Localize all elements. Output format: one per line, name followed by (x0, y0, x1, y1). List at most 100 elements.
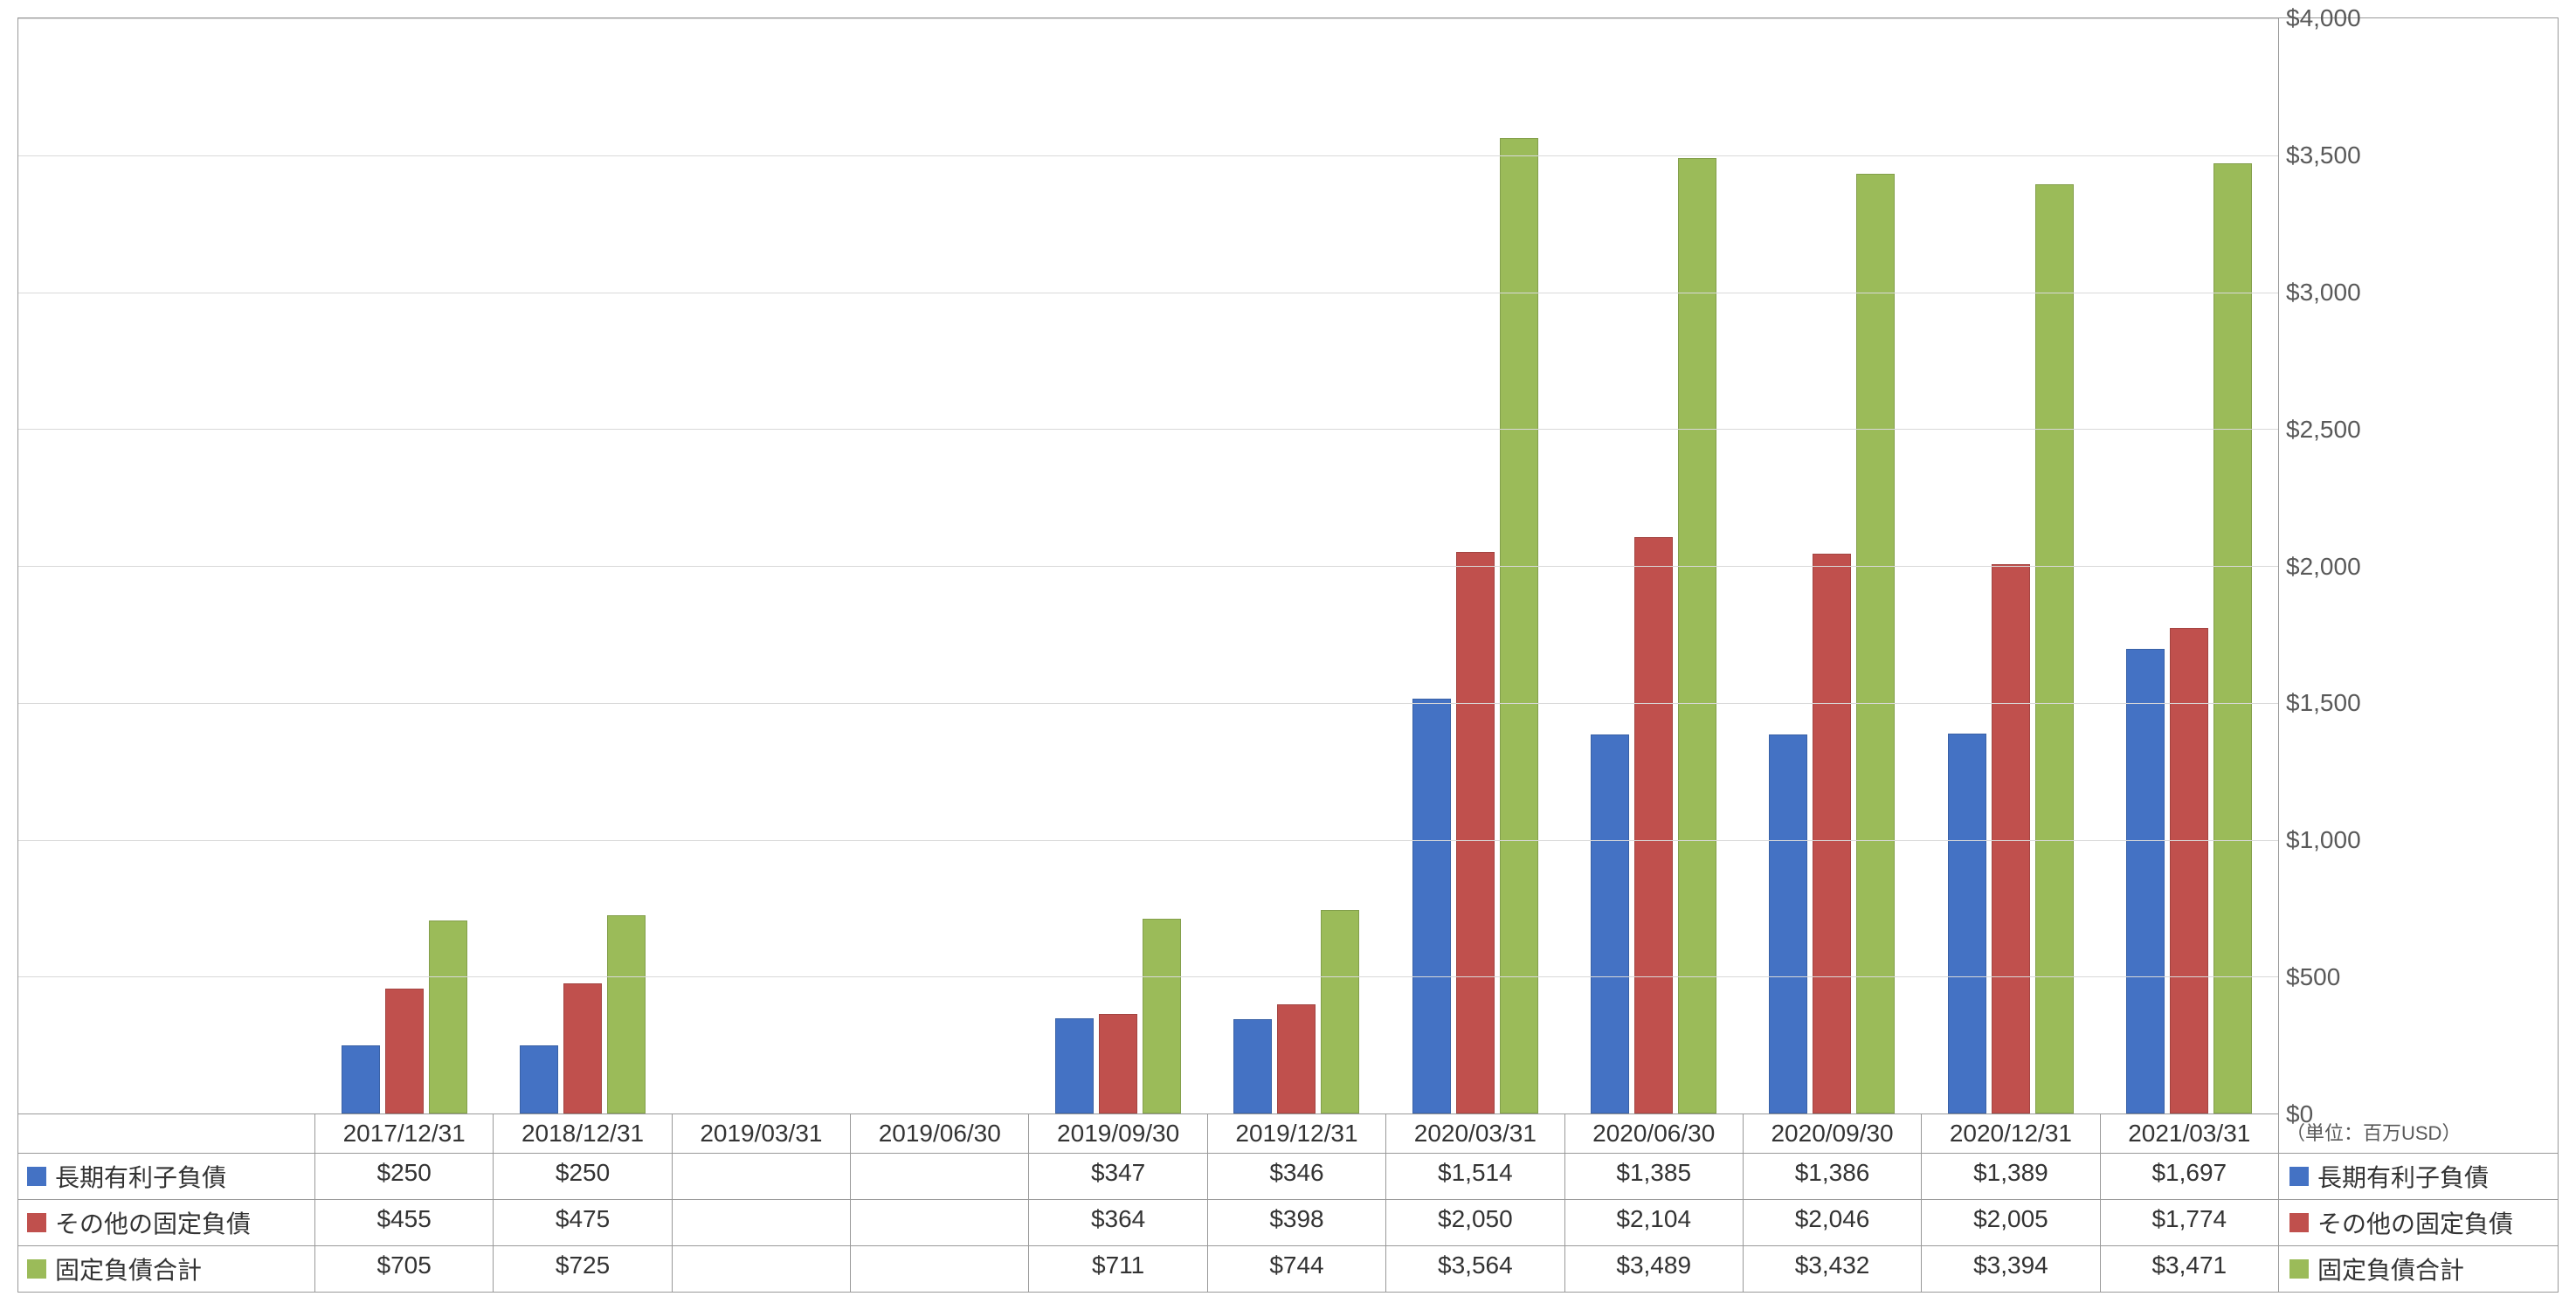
x-axis-label: 2019/03/31 (673, 1114, 851, 1153)
data-cell (851, 1246, 1029, 1292)
bar (2170, 628, 2208, 1114)
data-cell: $3,564 (1386, 1246, 1564, 1292)
series-name: 長期有利子負債 (55, 1159, 226, 1194)
data-cell: $3,489 (1565, 1246, 1744, 1292)
data-cell: $398 (1208, 1200, 1386, 1245)
bar (563, 983, 602, 1114)
x-axis-label: 2020/06/30 (1565, 1114, 1744, 1153)
data-cell: $2,005 (1922, 1200, 2100, 1245)
legend-right-item: 長期有利子負債 (2278, 1154, 2558, 1199)
legend-swatch (2289, 1213, 2309, 1232)
data-cell: $1,514 (1386, 1154, 1564, 1199)
gridline (18, 976, 2278, 977)
data-cell: $250 (494, 1154, 672, 1199)
data-table: 2017/12/312018/12/312019/03/312019/06/30… (18, 1114, 2558, 1292)
y-tick-label: $500 (2286, 963, 2340, 991)
bar (1233, 1019, 1272, 1114)
header-cells: 2017/12/312018/12/312019/03/312019/06/30… (315, 1114, 2278, 1153)
bar (1412, 699, 1451, 1114)
legend-swatch (2289, 1259, 2309, 1279)
bar (2035, 184, 2074, 1114)
table-row: 長期有利子負債 $250$250$347$346$1,514$1,385$1,38… (18, 1153, 2558, 1199)
series-row-label: 長期有利子負債 (18, 1154, 315, 1199)
legend-swatch (27, 1213, 46, 1232)
data-cell: $725 (494, 1246, 672, 1292)
data-cell: $1,385 (1565, 1154, 1744, 1199)
y-axis-right: （単位：百万USD） $0$500$1,000$1,500$2,000$2,50… (2278, 18, 2558, 1114)
bar (1591, 734, 1629, 1114)
bar (1856, 174, 1895, 1114)
bar (520, 1045, 558, 1114)
gridline (18, 18, 2278, 19)
legend-label: 長期有利子負債 (2317, 1159, 2489, 1194)
bar (1948, 734, 1986, 1114)
x-axis-label: 2020/03/31 (1386, 1114, 1564, 1153)
y-tick-label: $0 (2286, 1100, 2313, 1128)
data-cell (673, 1154, 851, 1199)
bar (2126, 649, 2165, 1114)
x-axis-label: 2019/12/31 (1208, 1114, 1386, 1153)
series-cells: $705$725$711$744$3,564$3,489$3,432$3,394… (315, 1246, 2278, 1292)
x-axis-label: 2020/09/30 (1744, 1114, 1922, 1153)
bar (1055, 1018, 1094, 1114)
data-cell: $1,774 (2101, 1200, 2278, 1245)
data-cell: $455 (315, 1200, 494, 1245)
data-cell (851, 1200, 1029, 1245)
plot-area (18, 18, 2278, 1114)
bar (429, 920, 467, 1114)
x-axis-label: 2019/09/30 (1029, 1114, 1207, 1153)
y-tick-label: $1,500 (2286, 689, 2361, 717)
x-axis-label: 2021/03/31 (2101, 1114, 2278, 1153)
bar (1813, 554, 1851, 1114)
bar (1678, 158, 1716, 1114)
data-cell (673, 1200, 851, 1245)
bar (1634, 537, 1673, 1114)
y-tick-label: $2,500 (2286, 416, 2361, 444)
legend-right-item: その他の固定負債 (2278, 1200, 2558, 1245)
bar (1099, 1014, 1137, 1114)
bar (607, 915, 646, 1114)
data-cell: $3,471 (2101, 1246, 2278, 1292)
series-row-label: 固定負債合計 (18, 1246, 315, 1292)
data-cell: $2,046 (1744, 1200, 1922, 1245)
series-row-label: その他の固定負債 (18, 1200, 315, 1245)
data-cell (673, 1246, 851, 1292)
x-axis-label: 2020/12/31 (1922, 1114, 2100, 1153)
table-row: 固定負債合計$705$725$711$744$3,564$3,489$3,432… (18, 1245, 2558, 1292)
data-cell: $711 (1029, 1246, 1207, 1292)
y-tick-label: $4,000 (2286, 4, 2361, 32)
table-row: その他の固定負債$455$475$364$398$2,050$2,104$2,0… (18, 1199, 2558, 1245)
series-cells: $250$250$347$346$1,514$1,385$1,386$1,389… (315, 1154, 2278, 1199)
bar (1456, 552, 1495, 1114)
y-tick-label: $3,500 (2286, 141, 2361, 169)
data-cell: $250 (315, 1154, 494, 1199)
legend-right-item: 固定負債合計 (2278, 1246, 2558, 1292)
data-cell: $2,050 (1386, 1200, 1564, 1245)
gridline (18, 703, 2278, 704)
x-axis-label: 2019/06/30 (851, 1114, 1029, 1153)
gridline (18, 429, 2278, 430)
legend-label: その他の固定負債 (2317, 1205, 2513, 1240)
data-cell: $705 (315, 1246, 494, 1292)
bar (1500, 138, 1538, 1114)
bar (1321, 910, 1359, 1114)
table-header-row: 2017/12/312018/12/312019/03/312019/06/30… (18, 1114, 2558, 1153)
gridline (18, 840, 2278, 841)
x-axis-label: 2018/12/31 (494, 1114, 672, 1153)
data-cell: $3,394 (1922, 1246, 2100, 1292)
data-cell: $2,104 (1565, 1200, 1744, 1245)
data-cell: $364 (1029, 1200, 1207, 1245)
legend-swatch (2289, 1167, 2309, 1186)
bar (342, 1045, 380, 1114)
legend-swatch (27, 1259, 46, 1279)
bar (1769, 734, 1807, 1114)
data-cell: $346 (1208, 1154, 1386, 1199)
data-cell: $475 (494, 1200, 672, 1245)
bar (385, 989, 424, 1114)
series-name: その他の固定負債 (55, 1205, 251, 1240)
gridline (18, 566, 2278, 567)
legend-swatch (27, 1167, 46, 1186)
data-cell (851, 1154, 1029, 1199)
data-cell: $3,432 (1744, 1246, 1922, 1292)
legend-label: 固定負債合計 (2317, 1251, 2464, 1286)
